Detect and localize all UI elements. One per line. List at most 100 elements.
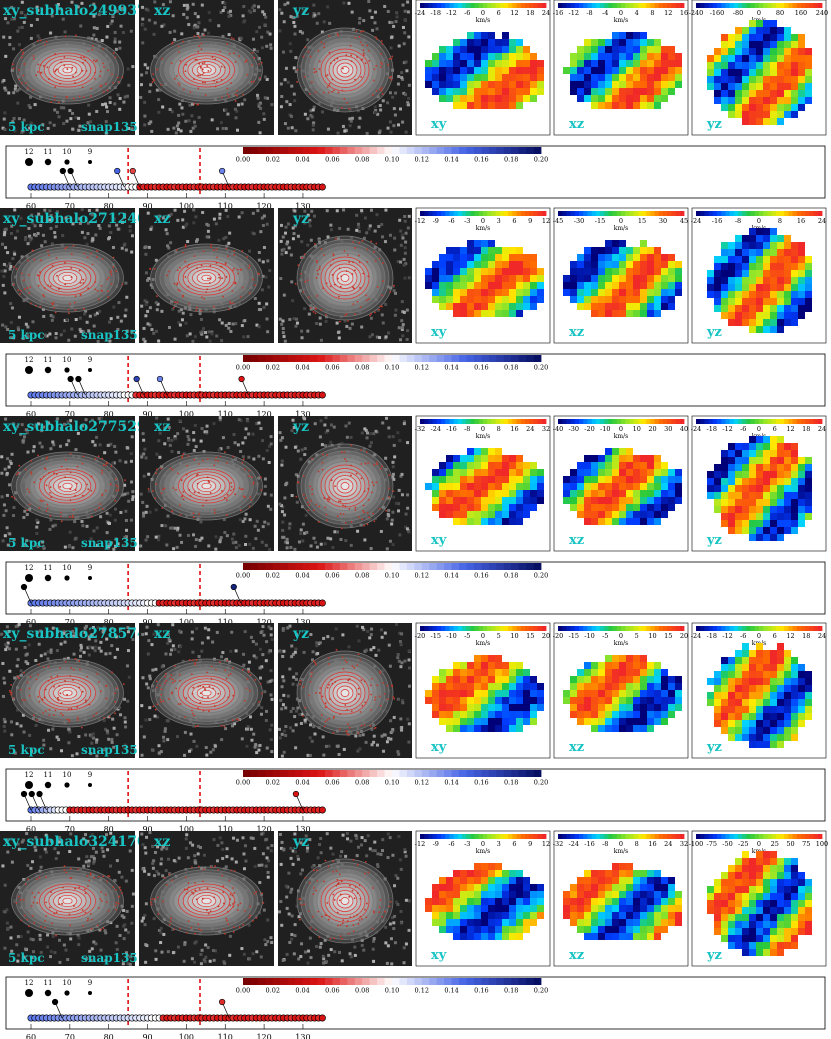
density-noise-pixel [284, 225, 288, 229]
velocity-cell [530, 497, 537, 504]
velocity-cell [584, 46, 591, 53]
particle-point [176, 75, 178, 77]
density-noise-pixel [12, 250, 16, 254]
velocity-tick-label: 45 [680, 217, 688, 225]
particle-point [100, 284, 103, 287]
density-noise-pixel [347, 1, 351, 5]
particle-point [239, 509, 242, 512]
density-noise-pixel [380, 222, 384, 226]
density-noise-pixel [399, 260, 403, 264]
density-contours [150, 451, 263, 521]
density-noise-pixel [285, 242, 289, 246]
velocity-colorbar-segment [574, 211, 580, 216]
velocity-cell [446, 247, 453, 254]
density-noise-pixel [234, 540, 238, 544]
density-noise-pixel [256, 528, 260, 532]
velocity-cell [502, 39, 509, 46]
velocity-cell [707, 270, 714, 277]
density-noise-pixel [283, 3, 287, 7]
velocity-cell [619, 303, 626, 310]
particle-point [327, 500, 330, 503]
density-noise-pixel [286, 240, 290, 244]
velocity-cell [537, 81, 544, 88]
velocity-colorbar-segment [537, 419, 543, 424]
velocity-cell [467, 310, 474, 317]
particle-point [200, 309, 203, 312]
velocity-colorbar-segment [616, 419, 622, 424]
density-noise-pixel [306, 329, 310, 333]
density-noise-pixel [26, 325, 30, 329]
density-noise-pixel [128, 229, 132, 233]
density-noise-pixel [292, 20, 296, 24]
density-noise-pixel [367, 227, 371, 231]
velocity-colorbar-segment [504, 211, 509, 216]
velocity-colorbar-segment [646, 211, 651, 216]
density-noise-pixel [230, 537, 234, 541]
density-noise-pixel [263, 520, 267, 524]
velocity-cell [798, 76, 805, 83]
velocity-cell [784, 104, 791, 111]
density-noise-pixel [81, 424, 85, 428]
density-noise-pixel [373, 105, 377, 109]
particle-point [374, 311, 376, 314]
density-noise-pixel [163, 426, 167, 430]
density-noise-pixel [265, 302, 269, 306]
velocity-cell [439, 476, 446, 483]
density-noise-pixel [113, 37, 117, 41]
velocity-cell [530, 282, 537, 289]
particle-point [80, 56, 83, 59]
density-noise-pixel [86, 121, 90, 125]
velocity-cell [668, 275, 675, 282]
velocity-colorbar-segment [679, 3, 685, 8]
particle-point [60, 520, 63, 523]
particle-point [232, 269, 234, 272]
velocity-cell [530, 303, 537, 310]
particle-point [117, 489, 120, 491]
particle-point [197, 491, 200, 494]
velocity-cell [591, 497, 598, 504]
particle-point [221, 277, 224, 280]
velocity-cell [453, 67, 460, 74]
particle-point [74, 82, 76, 84]
velocity-cell [728, 76, 735, 83]
density-noise-pixel [312, 11, 316, 15]
density-noise-pixel [55, 5, 59, 9]
velocity-cell [619, 289, 626, 296]
velocity-cell [577, 60, 584, 67]
particle-point [258, 63, 261, 65]
density-noise-pixel [174, 437, 178, 441]
particle-point [251, 52, 254, 54]
particle-point [34, 304, 37, 307]
velocity-cell [481, 504, 488, 511]
velocity-colorbar-segment [792, 211, 798, 216]
velocity-cell [584, 483, 591, 490]
particle-point [81, 462, 84, 465]
velocity-cell [749, 291, 756, 298]
velocity-cell [495, 303, 502, 310]
velocity-cell [605, 455, 612, 462]
velocity-colorbar-segment [449, 211, 454, 216]
density-noise-pixel [349, 119, 353, 123]
velocity-cell [798, 104, 805, 111]
velocity-cells [563, 32, 682, 109]
velocity-cell [537, 275, 544, 282]
particle-point [45, 40, 48, 43]
density-noise-pixel [318, 322, 322, 326]
velocity-cell [647, 504, 654, 511]
density-noise-pixel [14, 236, 18, 240]
density-noise-pixel [279, 438, 283, 442]
velocity-cell [675, 60, 682, 67]
velocity-cell [502, 247, 509, 254]
particle-points [11, 34, 124, 104]
velocity-colorbar-segment [616, 3, 622, 8]
velocity-cell [791, 34, 798, 41]
particle-point [388, 496, 391, 498]
density-noise-pixel [53, 108, 57, 112]
particle-point [112, 82, 115, 84]
particle-point [346, 101, 348, 104]
velocity-colorbar-segment [612, 419, 618, 424]
velocity-cell [432, 81, 439, 88]
velocity-cell [446, 296, 453, 303]
density-noise-pixel [280, 94, 284, 98]
